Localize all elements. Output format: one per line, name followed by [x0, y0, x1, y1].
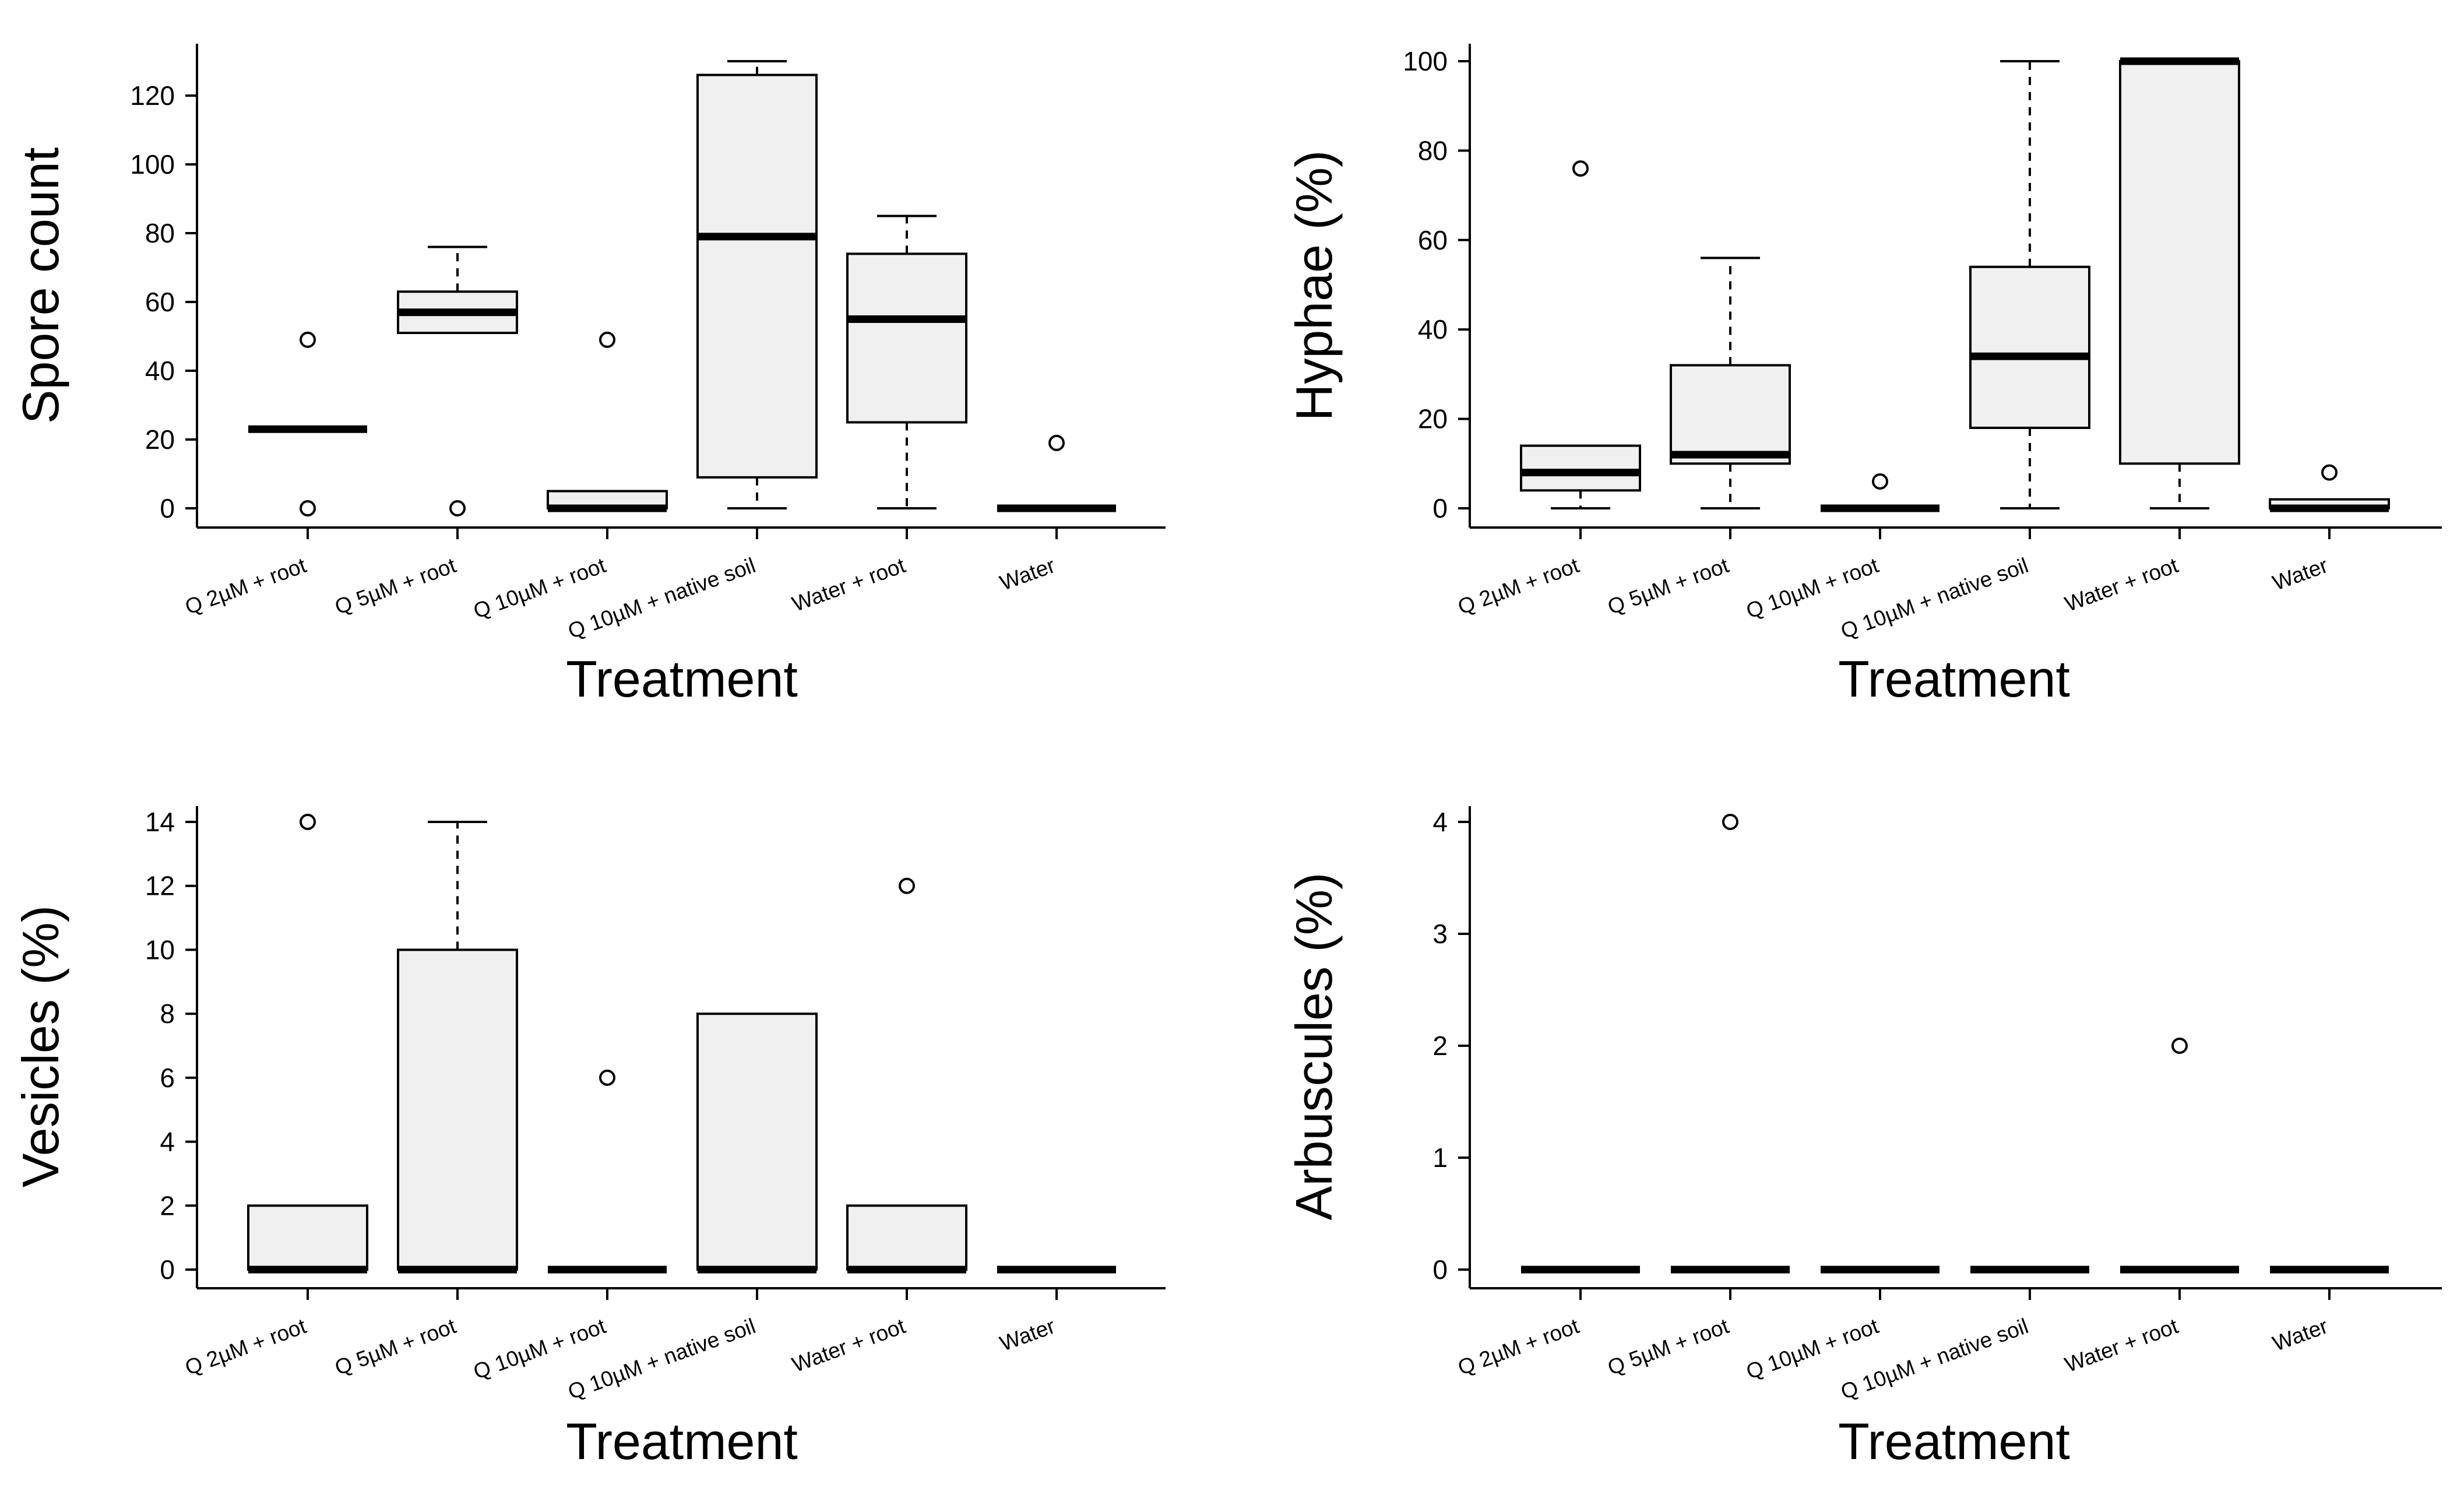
outlier-point	[449, 500, 466, 516]
y-tick-label: 80	[1418, 135, 1448, 166]
y-tick-label: 100	[1403, 46, 1448, 76]
y-tick-label: 10	[145, 934, 175, 965]
box-3	[548, 1069, 667, 1274]
box-3	[1821, 473, 1939, 512]
y-tick-label: 20	[145, 424, 175, 455]
box-rect	[1670, 364, 1791, 465]
outlier-point	[599, 331, 615, 348]
y-tick-label: 0	[1432, 1254, 1448, 1285]
y-tick-label: 40	[1418, 314, 1448, 345]
box-5	[2120, 1038, 2239, 1274]
y-tick-label: 0	[1432, 493, 1448, 523]
y-tick-label: 14	[145, 807, 175, 837]
y-tick-label: 6	[160, 1063, 175, 1093]
box-rect	[247, 1204, 368, 1271]
y-tick-label: 0	[160, 1254, 175, 1285]
x-axis-title: Treatment	[566, 650, 798, 708]
box-4	[696, 60, 818, 509]
outlier-point	[300, 814, 316, 830]
y-tick-label: 2	[160, 1190, 175, 1221]
y-axis-title: Arbuscules (%)	[1285, 873, 1343, 1221]
box-5	[846, 877, 967, 1274]
x-axis-title: Treatment	[1838, 1412, 2070, 1470]
box-5	[2119, 57, 2240, 509]
y-tick-label: 20	[1418, 404, 1448, 434]
box-1	[248, 331, 367, 516]
y-tick-label: 60	[145, 287, 175, 317]
outlier-point	[1722, 814, 1738, 830]
y-tick-label: 2	[1432, 1031, 1448, 1061]
box-2	[397, 245, 518, 516]
y-tick-label: 8	[160, 999, 175, 1029]
y-axis-title: Spore count	[12, 147, 69, 424]
outlier-point	[899, 877, 915, 894]
outlier-point	[300, 331, 316, 348]
outlier-point	[1572, 160, 1589, 177]
box-2	[1670, 256, 1791, 509]
outlier-point	[300, 500, 316, 516]
box-rect	[846, 1204, 967, 1271]
box-2	[397, 821, 518, 1274]
box-3	[547, 331, 668, 512]
box-rect	[1969, 265, 2090, 429]
box-6	[997, 434, 1116, 512]
box-4	[1969, 60, 2090, 509]
y-tick-label: 1	[1432, 1143, 1448, 1173]
y-tick-label: 60	[1418, 225, 1448, 255]
box-rect	[1520, 444, 1641, 492]
outlier-point	[2171, 1038, 2188, 1054]
y-tick-label: 12	[145, 871, 175, 901]
outlier-point	[1048, 434, 1065, 451]
outlier-point	[1872, 473, 1888, 490]
box-1	[1520, 160, 1641, 509]
box-4	[696, 1013, 818, 1274]
outlier-point	[2321, 464, 2338, 481]
y-tick-label: 4	[160, 1127, 175, 1157]
y-tick-label: 120	[130, 80, 175, 111]
box-rect	[2119, 60, 2240, 465]
y-tick-label: 40	[145, 356, 175, 386]
y-tick-label: 100	[130, 149, 175, 180]
x-axis-title: Treatment	[1838, 650, 2070, 708]
y-tick-label: 0	[160, 493, 175, 523]
box-6	[2269, 464, 2390, 512]
box-2	[1671, 814, 1790, 1274]
y-tick-label: 4	[1432, 807, 1448, 837]
y-tick-label: 80	[145, 218, 175, 248]
box-rect	[696, 73, 818, 479]
box-5	[846, 215, 967, 509]
box-rect	[397, 948, 518, 1271]
box-rect	[846, 252, 967, 424]
y-tick-label: 3	[1432, 919, 1448, 949]
outlier-point	[599, 1069, 615, 1086]
x-axis-title: Treatment	[566, 1412, 798, 1470]
y-axis-title: Vesicles (%)	[12, 905, 69, 1187]
box-rect	[696, 1013, 818, 1271]
y-axis-title: Hyphae (%)	[1285, 150, 1343, 421]
box-1	[247, 814, 368, 1274]
